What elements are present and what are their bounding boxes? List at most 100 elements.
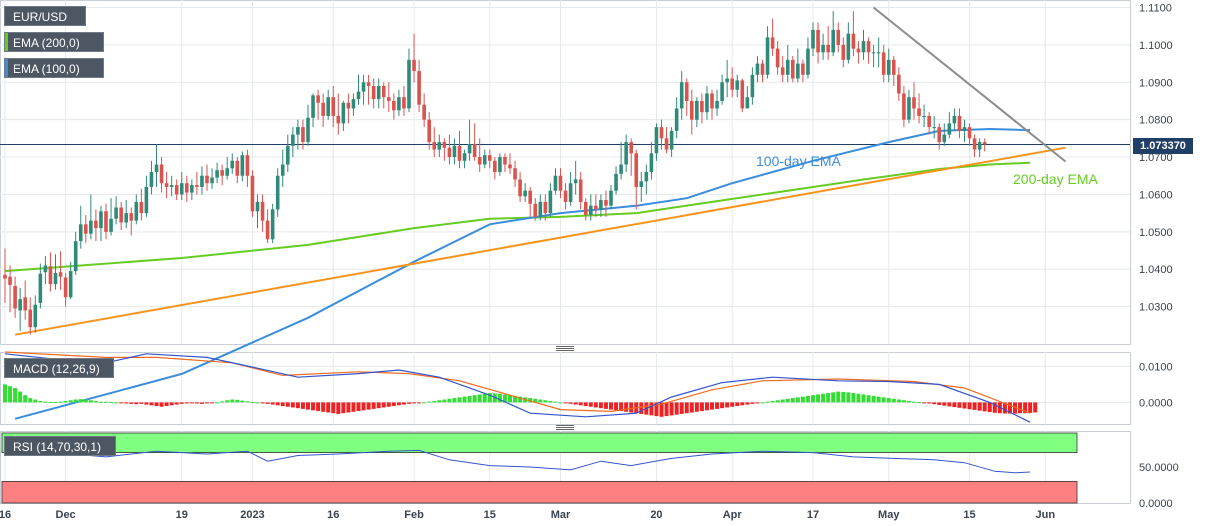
macd-histogram-bar	[659, 402, 664, 417]
candle-body	[679, 82, 684, 109]
candle	[917, 93, 921, 124]
candle	[886, 48, 891, 83]
panel-resize-handle-rsi[interactable]	[556, 425, 574, 430]
macd-histogram-bar	[260, 402, 265, 404]
candle-body	[684, 82, 689, 101]
macd-histogram-bar	[376, 402, 381, 409]
macd-histogram-bar	[336, 402, 341, 414]
macd-histogram-bar	[351, 402, 356, 412]
candle	[503, 153, 507, 172]
candle-body	[200, 175, 204, 187]
macd-histogram-bar	[144, 402, 149, 405]
candle-body	[462, 153, 467, 161]
macd-histogram-bar	[407, 402, 411, 404]
macd-histogram-bar	[508, 395, 512, 403]
macd-histogram-bar	[412, 402, 417, 404]
candle	[94, 209, 98, 242]
candle-body	[437, 142, 442, 150]
candle-body	[927, 115, 931, 128]
panel-frame-price	[0, 0, 1131, 345]
rsi-overbought-zone	[1, 432, 1078, 454]
candle	[518, 172, 522, 202]
macd-histogram-bar	[290, 402, 295, 408]
macd-histogram-bar	[129, 402, 134, 404]
candle-body	[134, 201, 139, 221]
candle	[381, 82, 386, 109]
candle	[316, 89, 320, 120]
macd-histogram-bar	[836, 391, 841, 403]
x-tick-label: 20	[650, 509, 662, 521]
legend-ema100[interactable]: EMA (100,0)	[4, 58, 104, 78]
candle	[897, 67, 901, 101]
x-tick-label: Jun	[1036, 509, 1056, 521]
candle-body	[73, 241, 78, 272]
macd-histogram-bar	[230, 399, 235, 403]
macd-histogram-bar	[987, 402, 992, 413]
macd-histogram-bar	[917, 402, 922, 404]
candle	[33, 295, 38, 333]
macd-histogram-bar	[199, 402, 204, 404]
macd-y-tick-label: 0.0100	[1139, 361, 1173, 373]
candle-body	[538, 201, 543, 217]
candle-body	[422, 104, 426, 120]
candle-body	[725, 78, 729, 83]
macd-histogram-bar	[780, 399, 785, 403]
candle-body	[856, 48, 861, 53]
candle-body	[311, 95, 315, 118]
y-tick-label: 1.0900	[1139, 77, 1173, 89]
candle	[957, 108, 962, 139]
candle	[321, 93, 325, 128]
candle-body	[169, 185, 174, 187]
candle-body	[664, 138, 669, 150]
candle	[8, 265, 12, 313]
x-tick-label: 16	[0, 509, 11, 521]
legend-ema200[interactable]: EMA (200,0)	[4, 32, 104, 52]
candle	[543, 194, 548, 221]
macd-histogram-bar	[755, 402, 760, 404]
candle-body	[811, 29, 815, 49]
candle-body	[255, 201, 260, 212]
macd-histogram-bar	[295, 402, 300, 409]
macd-histogram-bar	[220, 401, 225, 403]
candle	[336, 93, 341, 135]
candle	[43, 256, 48, 285]
macd-histogram-bar	[992, 402, 997, 413]
macd-histogram-bar	[886, 398, 891, 403]
candle-body	[129, 213, 134, 221]
macd-histogram-bar	[735, 402, 740, 406]
candle-body	[114, 207, 118, 219]
macd-histogram-bar	[720, 402, 725, 409]
panel-resize-handle-macd[interactable]	[556, 346, 574, 351]
macd-histogram-bar	[896, 399, 901, 403]
macd-histogram-bar	[790, 398, 795, 403]
macd-histogram-bar	[800, 396, 805, 403]
candle	[144, 175, 149, 217]
candle-body	[826, 44, 830, 53]
legend-rsi[interactable]: RSI (14,70,30,1)	[4, 436, 116, 456]
rsi-zones	[1, 432, 1078, 504]
candle-body	[599, 200, 603, 210]
candle-body	[897, 74, 901, 94]
legend-symbol[interactable]: EUR/USD	[4, 6, 86, 26]
legend-macd[interactable]: MACD (12,26,9)	[4, 358, 114, 378]
rsi-oversold-zone	[1, 480, 1078, 504]
macd-histogram-bar	[811, 395, 815, 403]
macd-histogram-bar	[3, 384, 7, 403]
macd-histogram-bar	[528, 398, 533, 403]
rsi-y-tick-label: 50.0000	[1139, 462, 1179, 474]
candle-body	[801, 63, 805, 75]
macd-histogram-bar	[300, 402, 305, 409]
ema100-color-mark	[5, 59, 8, 77]
y-tick-label: 1.1000	[1139, 40, 1173, 52]
annotation-200-day-ema: 200-day EMA	[1013, 171, 1098, 187]
candle-body	[38, 273, 43, 303]
macd-histogram-bar	[730, 402, 735, 407]
x-tick-label: 2023	[240, 509, 264, 521]
candle	[937, 123, 942, 150]
candle-body	[346, 102, 351, 109]
candle	[664, 127, 669, 154]
rsi-y-tick-label: 0.0000	[1139, 498, 1173, 510]
candle	[119, 201, 123, 230]
macd-histogram-bar	[856, 393, 861, 403]
x-tick-label: 17	[807, 509, 819, 521]
